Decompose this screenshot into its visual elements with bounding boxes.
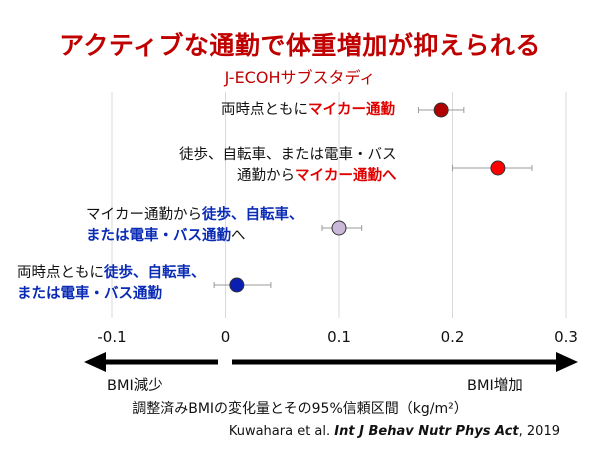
estimate-point xyxy=(229,277,245,293)
forest-plot: -0.1 0 0.1 0.2 0.3 xyxy=(84,92,578,372)
row-label-segment: へ xyxy=(231,228,246,244)
direction-arrows xyxy=(84,352,578,372)
x-tick-label: 0.1 xyxy=(327,328,351,346)
row-label-segment: マイカー通勤から xyxy=(86,207,202,223)
arrow-right-head xyxy=(556,352,578,372)
x-tick-label: 0.3 xyxy=(554,328,578,346)
row-label: 徒歩、自転車、または電車・バス通勤からマイカー通勤へ xyxy=(179,145,397,187)
x-tick-label: 0.2 xyxy=(441,328,465,346)
row-label-segment: 徒歩、自転車、または電車・バス xyxy=(179,147,397,163)
citation-journal: Int J Behav Nutr Phys Act xyxy=(334,424,519,439)
row-label-line: または電車・バス通勤 xyxy=(17,284,206,305)
row-label-segment: 両時点ともに xyxy=(221,102,308,118)
estimate-point xyxy=(433,102,449,118)
x-tick-label: 0 xyxy=(221,328,231,346)
arrow-left-head xyxy=(84,352,106,372)
row-label-segment: 両時点ともに xyxy=(17,265,104,281)
row-label-line: または電車・バス通勤へ xyxy=(86,226,304,247)
estimates xyxy=(213,102,533,293)
row-label: マイカー通勤から徒歩、自転車、 または電車・バス通勤へ xyxy=(86,205,304,247)
row-label-line: マイカー通勤から徒歩、自転車、 xyxy=(86,205,304,226)
citation-year: , 2019 xyxy=(518,424,560,439)
citation-authors: Kuwahara et al. xyxy=(228,424,331,439)
estimate-point xyxy=(331,220,347,236)
row-label-line: 通勤からマイカー通勤へ xyxy=(179,166,397,187)
arrow-left-label: BMI減少 xyxy=(107,378,163,394)
row-label-segment: マイカー通勤へ xyxy=(295,168,397,184)
row-label-segment: 徒歩、自転車、 xyxy=(104,265,206,281)
x-tick-label: -0.1 xyxy=(97,328,126,346)
row-label-line: 徒歩、自転車、または電車・バス xyxy=(179,145,397,166)
x-tick-labels: -0.1 0 0.1 0.2 0.3 xyxy=(97,328,578,346)
x-axis-caption: 調整済みBMIの変化量とその95%信頼区間（kg/m²） xyxy=(132,401,468,417)
row-label-segment: 徒歩、自転車、 xyxy=(202,207,304,223)
grid-lines xyxy=(111,92,567,318)
citation: Kuwahara et al. Int J Behav Nutr Phys Ac… xyxy=(229,424,560,439)
row-label-segment: または電車・バス通勤 xyxy=(17,286,162,302)
slide-subtitle: J-ECOHサブスタディ xyxy=(224,68,376,87)
row-label-segment: マイカー通勤 xyxy=(308,102,395,118)
row-label-line: 両時点ともにマイカー通勤 xyxy=(221,100,395,121)
row-label-segment: 通勤から xyxy=(237,168,295,184)
row-label: 両時点ともにマイカー通勤 xyxy=(221,100,395,121)
row-label-line: 両時点ともに徒歩、自転車、 xyxy=(17,263,206,284)
row-label-segment: または電車・バス通勤 xyxy=(86,228,231,244)
slide-title: アクティブな通勤で体重増加が抑えられる xyxy=(59,31,541,60)
row-label: 両時点ともに徒歩、自転車、または電車・バス通勤 xyxy=(17,263,206,305)
arrow-right-label: BMI増加 xyxy=(467,378,523,394)
estimate-point xyxy=(490,160,506,176)
